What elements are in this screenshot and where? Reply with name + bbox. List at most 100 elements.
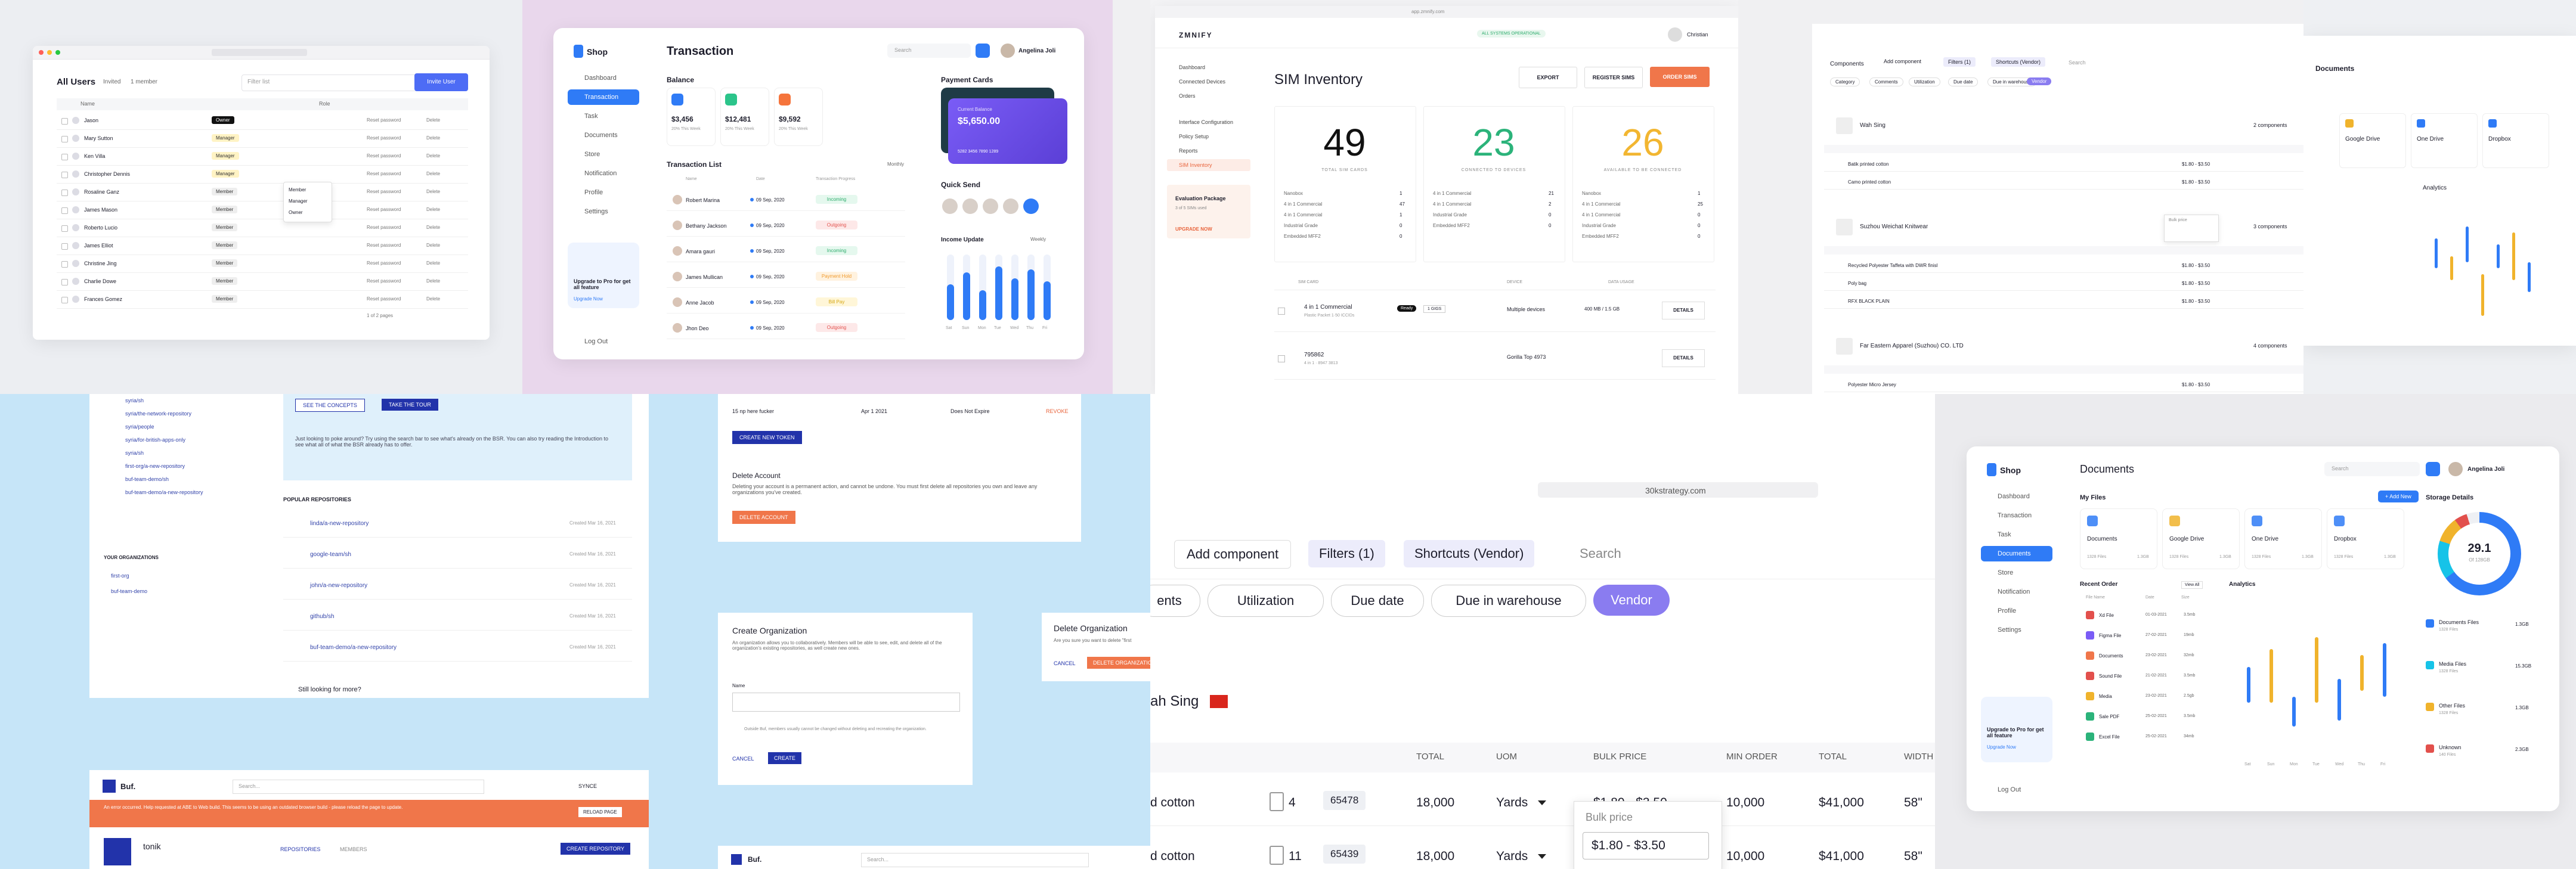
file-size: 1.3GB [2302, 555, 2314, 559]
view-all: View All [2181, 581, 2203, 589]
payment-title: Payment Cards [941, 76, 993, 84]
list-filter: Monthly [887, 162, 905, 167]
store-icon [2426, 661, 2434, 669]
repo-row [283, 606, 632, 631]
column-header: Role [319, 101, 330, 107]
column-header: DEVICE [1507, 280, 1523, 284]
candle [2466, 226, 2469, 262]
nav-item: Settings [584, 208, 608, 215]
total: 18,000 [1416, 849, 1455, 863]
role-badge: Owner [212, 116, 234, 124]
role-badge: Member [212, 277, 238, 285]
delete-action: Delete [426, 225, 441, 230]
column-header: Date [2145, 595, 2154, 600]
recent-size: 19mb [2184, 633, 2194, 637]
stat-line-label: 4 in 1 Commercial [1582, 201, 1621, 207]
cancel: CANCEL [732, 756, 754, 762]
date: 09 Sep, 2020 [756, 197, 785, 203]
file-count: 1328 Files [2252, 555, 2271, 559]
file-count: 1328 Files [2087, 555, 2107, 559]
column-header: Name [686, 177, 697, 181]
avatar [2448, 462, 2463, 476]
income-bar [1027, 269, 1035, 320]
user-name: Ken Villa [84, 153, 106, 159]
avatar [72, 117, 79, 124]
drive-name: Dropbox [2488, 136, 2511, 142]
candle [2337, 679, 2341, 721]
recent-icon [2086, 631, 2094, 640]
stat-line-label: Industrial Grade [1284, 223, 1318, 228]
page-title: Transaction [667, 45, 734, 58]
upgrade: UPGRADE NOW [1175, 226, 1212, 232]
group-name: Suzhou Weichat Knitwear [1860, 224, 1928, 230]
drive-card [2339, 113, 2406, 168]
search-box [861, 853, 1089, 867]
stat-line-value: 0 [1698, 212, 1701, 218]
search: Search [2069, 60, 2086, 66]
delete-title: Delete Account [732, 471, 781, 480]
search-text: Search [894, 47, 912, 53]
store-size: 15.3GB [2515, 663, 2532, 669]
add-button: + Add New [2378, 491, 2419, 502]
chip: Due date [1331, 585, 1424, 617]
logo: Buf. [748, 855, 762, 864]
reset-action: Reset password [367, 225, 401, 230]
day-label: Sat [2244, 762, 2251, 766]
title: Documents [2315, 64, 2355, 73]
column-header: Date [756, 177, 765, 181]
drive-name: Google Drive [2345, 136, 2380, 142]
width: 58" [1904, 796, 1922, 809]
recent-name: Sale PDF [2099, 714, 2120, 719]
file-icon [2087, 516, 2098, 526]
repo-card: syria/sh syria/the-network-repository syri… [89, 394, 649, 698]
org-icon [104, 838, 131, 865]
file-count: 4 [1289, 796, 1296, 809]
checkbox [61, 118, 68, 125]
nav-item: Reports [1179, 148, 1198, 154]
recent-name: Excel File [2099, 734, 2120, 740]
role-badge: Manager [212, 152, 239, 160]
search-text: Search [2332, 465, 2349, 471]
nav-item: Dashboard [584, 75, 617, 82]
store-icon [2426, 619, 2434, 628]
file-icon [2334, 516, 2345, 526]
date-dot [750, 326, 754, 330]
stat-line-label: 4 in 1 Commercial [1284, 201, 1323, 207]
user-name: Roberto Lucio [84, 225, 118, 231]
store-icon [2426, 703, 2434, 711]
min: 10,000 [1726, 849, 1765, 863]
row-line [57, 290, 468, 291]
column-header: UOM [1496, 752, 1517, 762]
store-count: 140 Files [2439, 753, 2456, 757]
logout: Log Out [584, 338, 608, 345]
sim-name: 4 in 1 Commercial [1304, 304, 1352, 311]
stat-line-label: Industrial Grade [1433, 212, 1467, 218]
header-row [1824, 246, 2303, 255]
candle [2315, 637, 2318, 703]
usage: 400 MB / 1.5 GB [1584, 306, 1620, 312]
btn-tour: TAKE THE TOUR [382, 399, 438, 411]
menu-item: Manager [289, 198, 308, 204]
logo-mark [574, 45, 583, 58]
row-line [57, 272, 468, 273]
avatar [673, 323, 682, 333]
date: 09 Sep, 2020 [756, 300, 785, 305]
components-panel: Components Add component Filters (1) Shortc… [1812, 24, 2303, 394]
stat-line-label: 4 in 1 Commercial [1433, 201, 1472, 207]
checkbox [1278, 308, 1285, 315]
candle [2481, 274, 2484, 316]
role-badge: Member [212, 188, 238, 195]
nav-item: SIM Inventory [1179, 162, 1212, 168]
repo-row [283, 513, 632, 538]
repo-name: google-team/sh [310, 551, 351, 558]
banner-text: An error occurred. Help requested at ABE… [104, 805, 403, 810]
width: 58" [1904, 849, 1922, 863]
org-name: tonik [143, 842, 161, 851]
column-header: TOTAL [1819, 752, 1847, 762]
sum: $41,000 [1819, 849, 1864, 863]
logo: Buf. [120, 782, 136, 791]
store-name: Other Files [2439, 703, 2466, 709]
search-box [233, 780, 484, 794]
day-label: Tue [994, 326, 1001, 330]
recent-name: Xd File [2099, 613, 2114, 618]
